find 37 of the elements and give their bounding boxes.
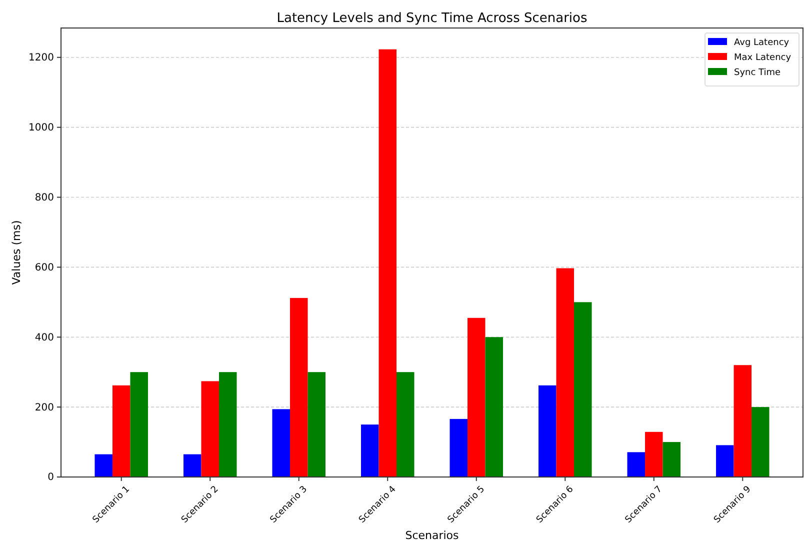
y-tick-label: 200 (34, 402, 54, 414)
bar (183, 454, 202, 477)
chart-title: Latency Levels and Sync Time Across Scenarios (276, 11, 588, 26)
bar (272, 409, 290, 477)
bar (360, 424, 379, 477)
y-tick-label: 0 (48, 472, 54, 484)
bar (752, 407, 770, 477)
bar (485, 337, 504, 477)
bar (112, 385, 130, 477)
bar (396, 372, 414, 477)
bar (130, 372, 148, 477)
y-tick-label: 600 (34, 262, 54, 274)
y-tick-label: 1200 (28, 52, 54, 64)
bar (662, 442, 681, 477)
legend-label: Avg Latency (734, 38, 790, 48)
bar (450, 418, 468, 477)
legend-label: Max Latency (734, 52, 792, 63)
bar (218, 372, 237, 477)
bar (308, 372, 326, 477)
bar (538, 385, 556, 477)
legend-label: Sync Time (734, 68, 782, 78)
x-axis-title: Scenarios (405, 529, 460, 542)
bar (734, 365, 752, 477)
bar (627, 452, 646, 477)
bar (556, 268, 574, 477)
bar (645, 432, 663, 477)
bar (201, 381, 219, 477)
y-tick-label: 1000 (28, 122, 54, 134)
bar (716, 445, 734, 477)
y-tick-label: 800 (34, 192, 54, 204)
bar (468, 318, 486, 477)
bar (94, 454, 112, 477)
y-tick-label: 400 (34, 332, 54, 344)
y-axis-title: Values (ms) (10, 220, 23, 285)
bar (574, 302, 592, 477)
bar (290, 298, 308, 477)
bar (378, 49, 396, 477)
